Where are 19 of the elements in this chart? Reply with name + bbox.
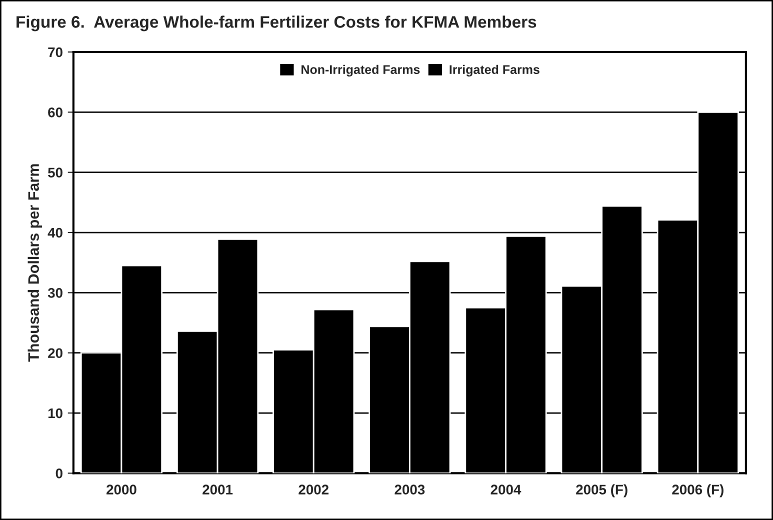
legend-label: Irrigated Farms [450,64,540,77]
x-tick-label: 2002 [298,484,329,495]
y-tick-label: 70 [48,47,62,58]
y-axis-title: Thousand Dollars per Farm [28,164,42,362]
x-tick-label: 2005 (F) [576,484,628,498]
x-tick-label: 2006 (F) [672,484,724,498]
chart-title: Figure 6. Average Whole-farm Fertilizer Costs for KFMA Members [16,16,536,32]
x-tick-label: 2000 [106,484,136,495]
y-tick-label: 10 [48,408,62,418]
legend-label: Non-Irrigated Farms [302,64,420,77]
y-tick-label: 50 [48,168,62,178]
y-tick-label: 40 [48,228,62,238]
y-tick-label: 20 [48,348,62,358]
x-tick-label: 2003 [394,484,425,495]
y-tick-label: 60 [48,108,62,118]
x-tick-label: 2004 [490,484,522,495]
y-tick-label: 0 [56,468,62,478]
y-tick-label: 30 [48,288,62,298]
x-tick-label: 2001 [202,484,233,495]
